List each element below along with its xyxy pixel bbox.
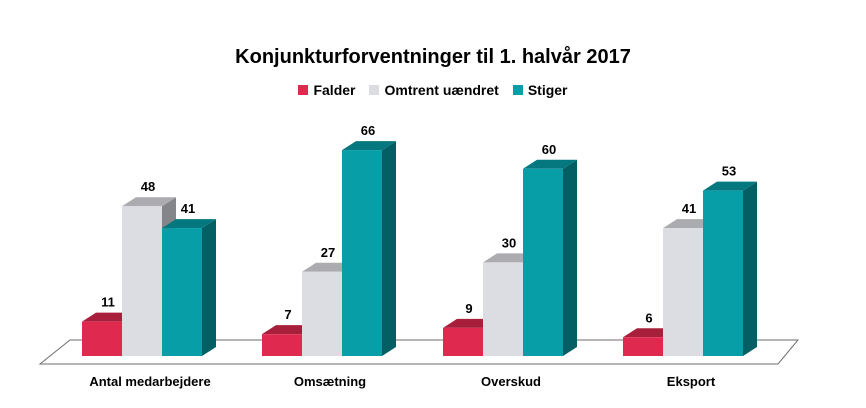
bar-stiger-3 xyxy=(523,159,577,356)
floor xyxy=(38,339,800,365)
category-label-1: Antal medarbejdere xyxy=(89,374,210,389)
legend-label-falder: Falder xyxy=(313,82,356,98)
data-label-falder-3: 9 xyxy=(465,301,472,316)
legend-swatch-falder xyxy=(298,85,309,95)
category-label-2: Omsætning xyxy=(294,374,366,389)
data-label-falder-1: 11 xyxy=(101,295,115,310)
legend-item-uaendret: Omtrent uændret xyxy=(369,82,499,98)
legend-swatch-stiger xyxy=(512,85,523,95)
data-label-falder-4: 6 xyxy=(645,310,652,325)
bar-stiger-4 xyxy=(703,181,757,356)
data-label-uaendret-1: 48 xyxy=(141,179,155,194)
legend-label-stiger: Stiger xyxy=(527,82,568,98)
legend-item-stiger: Stiger xyxy=(512,82,568,98)
bar-stiger-2 xyxy=(342,141,396,356)
category-label-4: Eksport xyxy=(667,374,716,389)
data-label-stiger-4: 53 xyxy=(722,164,736,179)
data-label-stiger-2: 66 xyxy=(361,123,375,138)
data-label-uaendret-3: 30 xyxy=(502,235,516,250)
category-label-3: Overskud xyxy=(481,374,541,389)
data-label-stiger-3: 60 xyxy=(542,142,556,157)
chart-title: Konjunkturforventninger til 1. halvår 20… xyxy=(235,46,631,68)
legend-item-falder: Falder xyxy=(298,82,355,98)
data-label-uaendret-4: 41 xyxy=(682,201,696,216)
legend-swatch-uaendret xyxy=(369,85,380,95)
legend-label-uaendret: Omtrent uændret xyxy=(384,82,499,98)
bar-stiger-1 xyxy=(162,219,216,356)
data-label-stiger-1: 41 xyxy=(181,201,195,216)
legend: Falder Omtrent uændret Stiger xyxy=(0,82,866,98)
data-label-falder-2: 7 xyxy=(284,307,291,322)
data-label-uaendret-2: 27 xyxy=(321,245,335,260)
